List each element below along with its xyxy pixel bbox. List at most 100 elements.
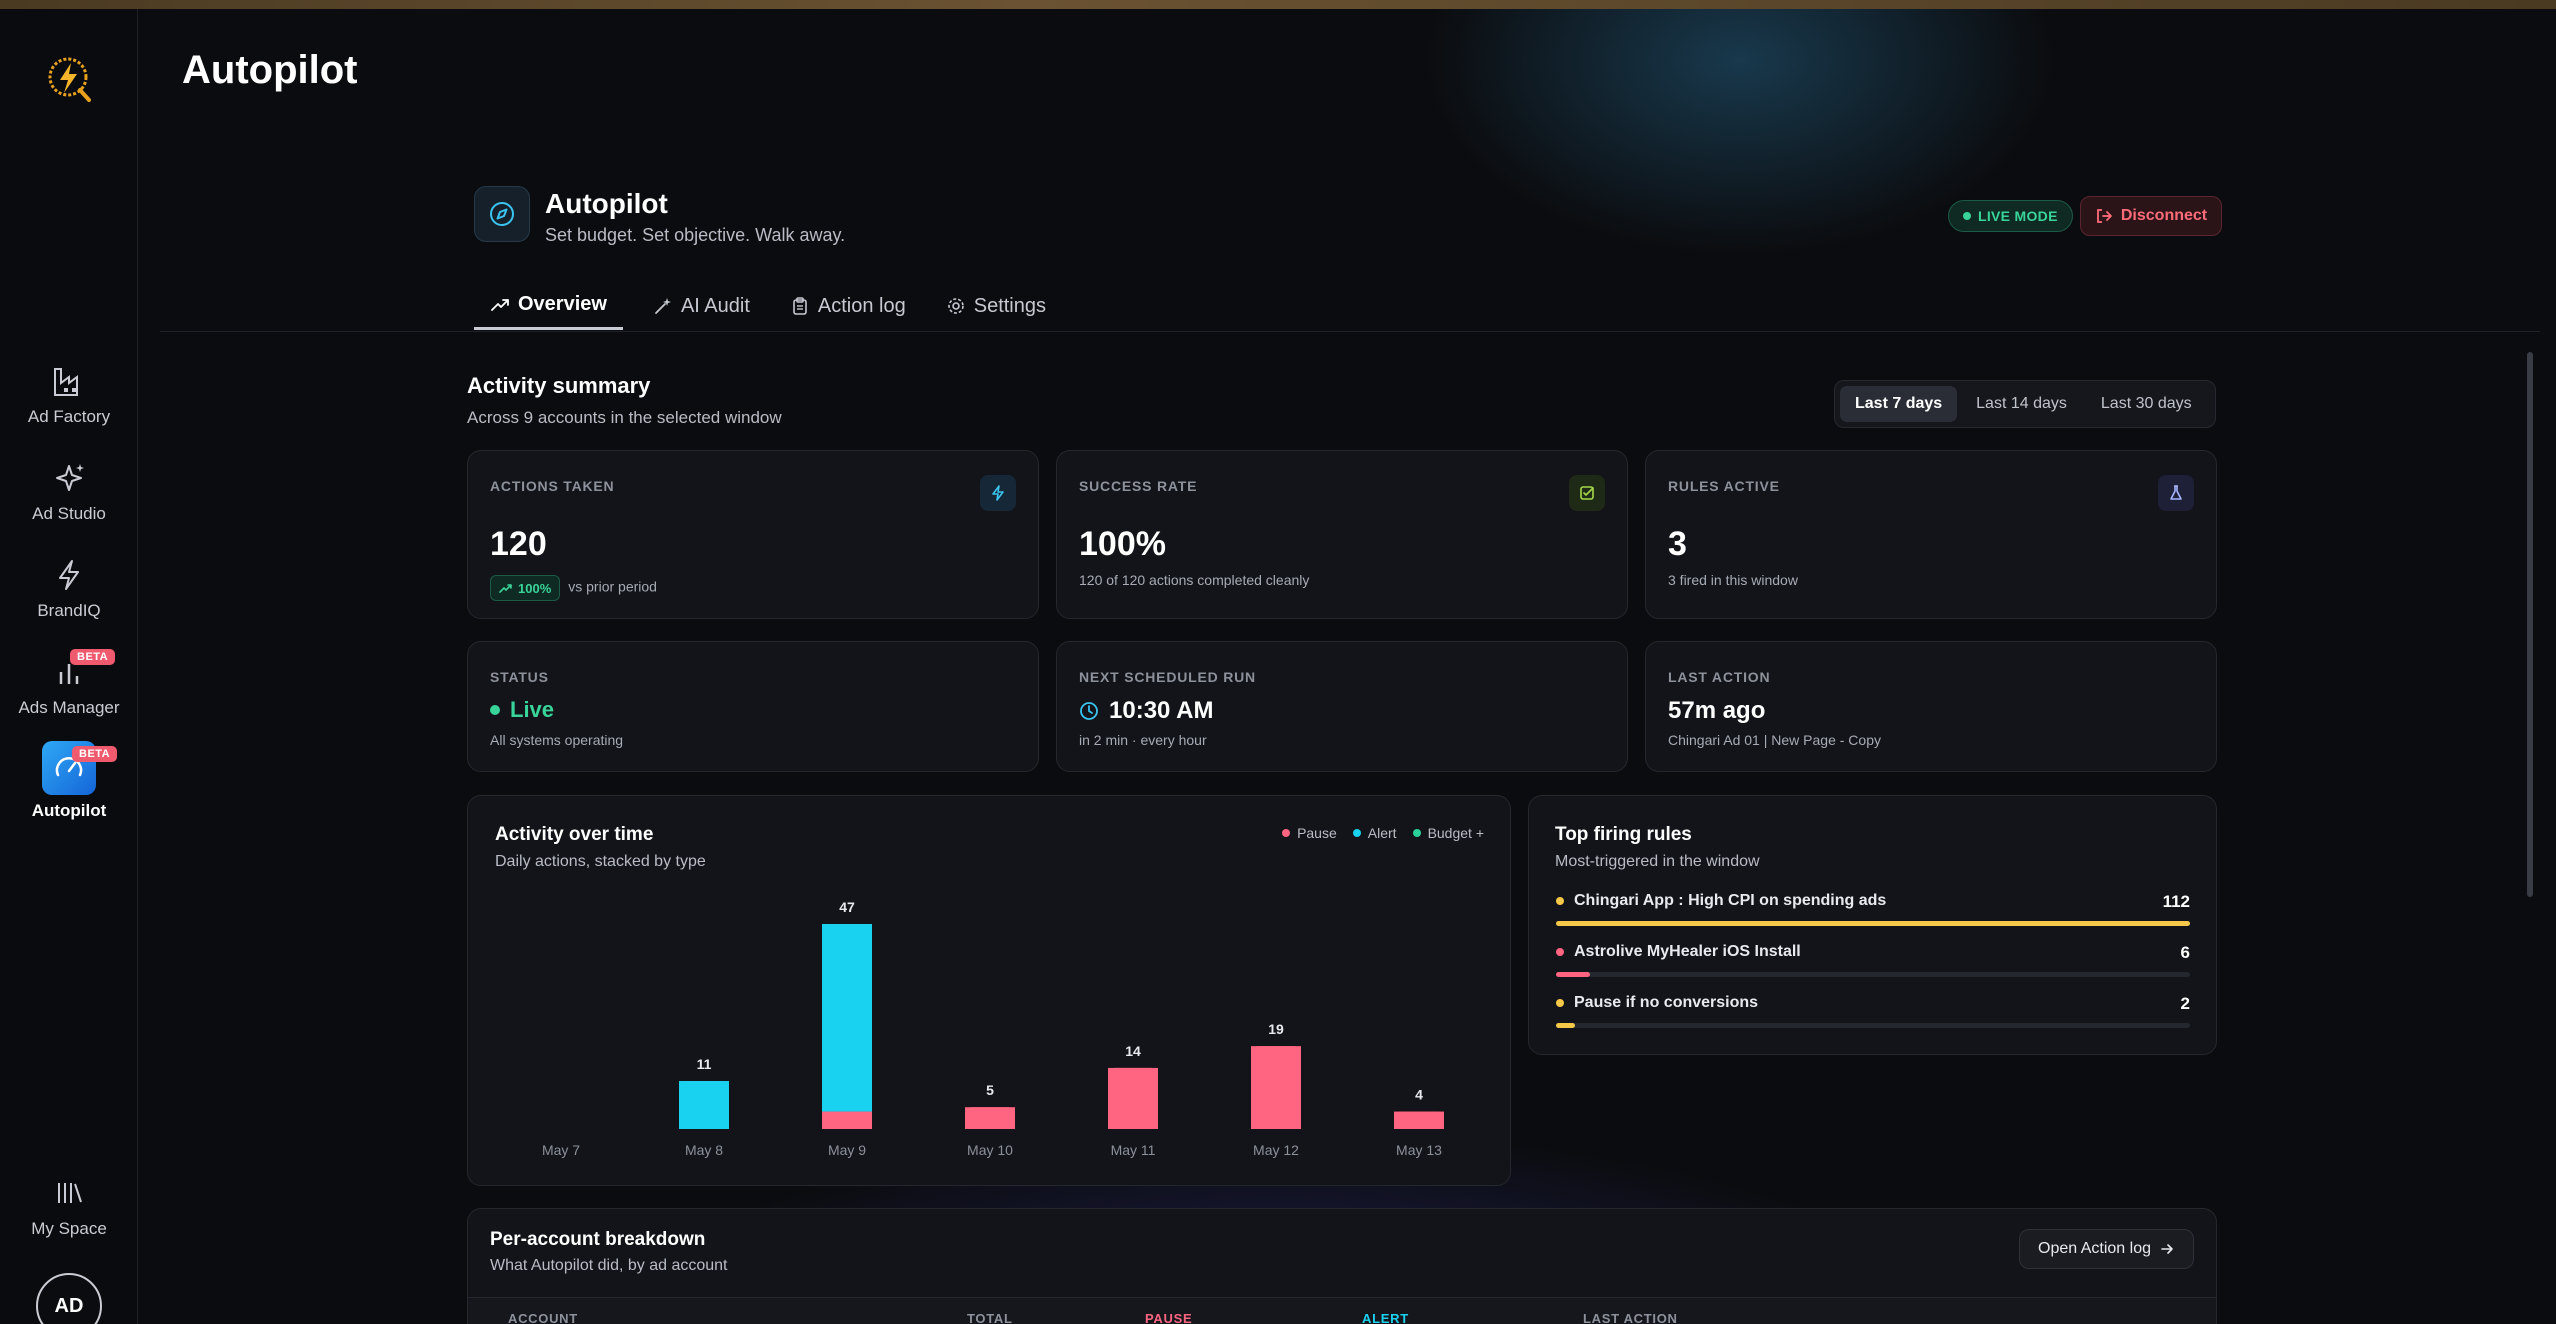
bar-value-label: 47 xyxy=(839,899,855,915)
disconnect-button[interactable]: Disconnect xyxy=(2080,196,2222,236)
clock-icon xyxy=(1080,702,1098,720)
tab-label: Settings xyxy=(973,294,1046,317)
rule-count: 6 xyxy=(2180,943,2190,962)
card-label: STATUS xyxy=(490,669,549,685)
sidebar-item-ad-factory[interactable]: Ad Factory xyxy=(0,361,138,427)
sidebar-item-ads-manager[interactable]: BETA Ads Manager xyxy=(0,649,138,718)
activity-chart: May 7 11 May 8 47 May 9 5 May 10 14 May 11 19 May … xyxy=(542,899,1444,1158)
x-tick-label: May 11 xyxy=(1111,1142,1156,1158)
rules-active-value: 3 xyxy=(1668,525,1687,563)
last-action-note: Chingari Ad 01 | New Page - Copy xyxy=(1668,732,1881,748)
bar-cap xyxy=(1394,1111,1444,1122)
clipboard-icon xyxy=(793,297,807,315)
range-7-days[interactable]: Last 7 days xyxy=(1840,386,1958,422)
range-30-days[interactable]: Last 30 days xyxy=(2100,395,2192,412)
top-rules-card: Top firing rules Most-triggered in the w… xyxy=(1528,795,2217,1055)
rule-dot xyxy=(1556,948,1564,956)
bar-cap xyxy=(679,1081,729,1092)
bar-value-label: 14 xyxy=(1125,1043,1141,1059)
legend-label: Alert xyxy=(1367,825,1397,841)
sidebar-item-brandiq[interactable]: BrandIQ xyxy=(0,555,138,621)
rule-bar-fill xyxy=(1556,972,1590,977)
status-value: Live xyxy=(490,697,554,723)
live-dot xyxy=(1963,212,1971,220)
tab-action-log[interactable]: Action log xyxy=(786,282,922,330)
next-run-note: in 2 min · every hour xyxy=(1079,732,1207,748)
next-run-time: 10:30 AM xyxy=(1109,697,1214,724)
sidebar-item-label: Autopilot xyxy=(31,801,107,820)
rule-dot xyxy=(1556,999,1564,1007)
success-rate-note: 120 of 120 actions completed cleanly xyxy=(1079,572,1310,588)
column-account[interactable]: ACCOUNT xyxy=(508,1311,578,1324)
bar-chart-icon xyxy=(59,664,79,684)
rules-active-note: 3 fired in this window xyxy=(1668,572,1798,588)
sidebar-item-my-space[interactable]: My Space xyxy=(0,1173,138,1239)
bar-cap xyxy=(1108,1067,1158,1078)
rule-row[interactable]: Pause if no conversions 2 xyxy=(1556,994,2190,1028)
chart-title: Activity over time xyxy=(495,824,654,845)
card-label: NEXT SCHEDULED RUN xyxy=(1079,669,1256,685)
card-label: RULES ACTIVE xyxy=(1668,478,1780,494)
rule-bar xyxy=(1556,972,2190,977)
sidebar-item-ad-studio[interactable]: Ad Studio xyxy=(0,458,138,524)
bar-value-label: 19 xyxy=(1268,1021,1284,1037)
column-pause[interactable]: PAUSE xyxy=(1145,1311,1193,1324)
column-last-action[interactable]: LAST ACTION xyxy=(1583,1311,1678,1324)
breakdown-card: Per-account breakdown What Autopilot did… xyxy=(467,1208,2217,1324)
status-dot xyxy=(490,705,500,715)
beta-badge: BETA xyxy=(72,746,118,762)
success-rate-card: SUCCESS RATE 100% 120 of 120 actions com… xyxy=(1056,450,1628,619)
chart-legend: Pause Alert Budget + xyxy=(1282,825,1484,841)
tab-overview[interactable]: Overview xyxy=(474,282,623,330)
open-action-log-label: Open Action log xyxy=(2038,1240,2151,1257)
last-action-value: 57m ago xyxy=(1668,697,1766,724)
bar-segment-pause xyxy=(1108,1067,1158,1129)
x-tick-label: May 10 xyxy=(967,1142,1013,1158)
x-tick-label: May 8 xyxy=(685,1142,723,1158)
breakdown-table-header: ACCOUNT TOTAL PAUSE ALERT LAST ACTION xyxy=(468,1297,2216,1324)
scrollbar-thumb[interactable] xyxy=(2527,352,2533,897)
bar-value-label: 11 xyxy=(697,1056,712,1072)
legend-budget: Budget + xyxy=(1412,825,1484,841)
column-alert[interactable]: ALERT xyxy=(1362,1311,1409,1324)
rule-bar xyxy=(1556,1023,2190,1028)
bar-cap xyxy=(1251,1046,1301,1057)
top-rules-subtitle: Most-triggered in the window xyxy=(1555,853,1760,870)
library-icon xyxy=(58,1183,82,1203)
rule-bar xyxy=(1556,921,2190,926)
range-14-days[interactable]: Last 14 days xyxy=(1976,395,2067,412)
rule-name: Pause if no conversions xyxy=(1574,994,1759,1011)
avatar[interactable]: AD xyxy=(36,1273,102,1324)
x-tick-label: May 7 xyxy=(542,1142,580,1158)
rule-name: Astrolive MyHealer iOS Install xyxy=(1574,943,1801,960)
column-total[interactable]: TOTAL xyxy=(967,1311,1013,1324)
rule-row[interactable]: Chingari App : High CPI on spending ads … xyxy=(1556,892,2190,926)
status-card: STATUS Live All systems operating xyxy=(467,641,1039,772)
x-tick-label: May 9 xyxy=(828,1142,866,1158)
bar-segment-pause xyxy=(822,1111,872,1129)
bar-segment-alert xyxy=(822,924,872,1112)
sidebar-item-label: Ad Studio xyxy=(32,504,106,523)
wand-icon xyxy=(655,298,671,314)
breakdown-title: Per-account breakdown xyxy=(490,1229,706,1250)
next-run-card: NEXT SCHEDULED RUN 10:30 AM in 2 min · e… xyxy=(1056,641,1628,772)
rule-count: 112 xyxy=(2162,892,2190,911)
status-note: All systems operating xyxy=(490,732,624,748)
sidebar-item-autopilot[interactable]: BETA Autopilot xyxy=(0,741,138,821)
open-action-log-button[interactable]: Open Action log xyxy=(2019,1229,2194,1269)
tab-settings[interactable]: Settings xyxy=(942,282,1062,330)
sparkle-icon xyxy=(56,464,84,491)
tab-ai-audit[interactable]: AI Audit xyxy=(643,282,766,330)
status-text: Live xyxy=(510,697,555,722)
logout-icon xyxy=(2096,209,2112,223)
autopilot-subtitle: Set budget. Set objective. Walk away. xyxy=(545,225,846,245)
card-label: LAST ACTION xyxy=(1668,669,1771,685)
activity-summary-subtitle: Across 9 accounts in the selected window xyxy=(467,408,782,427)
check-square-icon xyxy=(1569,475,1605,511)
flask-icon xyxy=(2158,475,2194,511)
logo-icon[interactable] xyxy=(44,53,94,109)
actions-taken-value: 120 xyxy=(490,525,547,563)
rule-row[interactable]: Astrolive MyHealer iOS Install 6 xyxy=(1556,943,2190,977)
sidebar: Ad Factory Ad Studio BrandIQ BETA Ads Ma… xyxy=(0,9,138,1324)
breakdown-subtitle: What Autopilot did, by ad account xyxy=(490,1257,728,1274)
